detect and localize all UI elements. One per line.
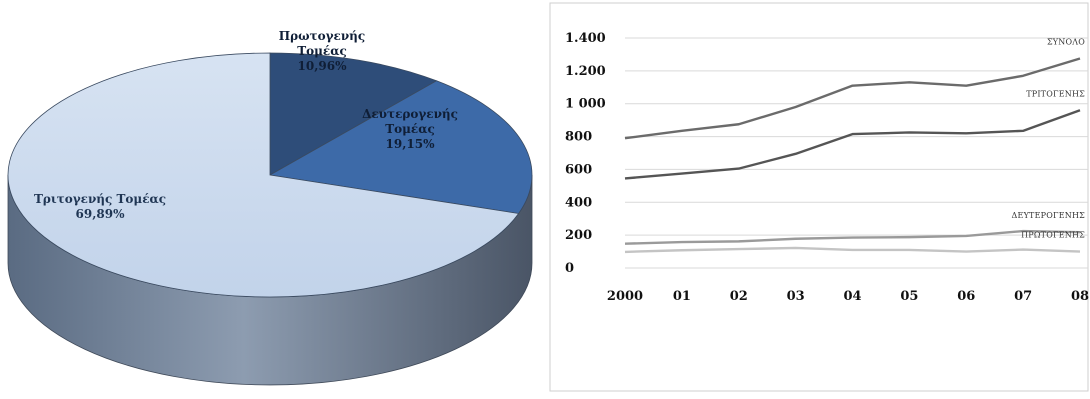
x-tick-label: 01 xyxy=(673,289,691,304)
pie-slice-1 xyxy=(269,52,438,176)
series-label-1: ΣΥΝΟΛΟ xyxy=(1047,38,1085,47)
y-tick-label: 800 xyxy=(565,130,592,145)
x-tick-label: 04 xyxy=(843,289,861,304)
pie-label-1-line-1: Πρωτογενής xyxy=(279,29,365,43)
line-chart: 0 200 400 600 800 1 000 1.200 1.400 2000 01 02 03 0… xyxy=(549,2,1089,392)
pie-label-3-line-1: Τριτογενής Τομέας xyxy=(34,192,166,206)
x-tick-label: 03 xyxy=(787,289,805,304)
y-tick-label: 400 xyxy=(565,195,592,210)
y-tick-label: 1.200 xyxy=(565,64,606,79)
line-chart-panel: 0 200 400 600 800 1 000 1.200 1.400 2000 01 02 03 0… xyxy=(545,0,1090,395)
x-tick-label: 2000 xyxy=(607,289,643,304)
pie-label-2-line-3: 19,15% xyxy=(386,137,436,151)
series-label-4: ΠΡΩΤΟΓΕΝΗΣ xyxy=(1021,231,1085,240)
y-tick-label: 200 xyxy=(565,228,592,243)
pie-label-1-line-3: 10,96% xyxy=(298,59,348,73)
series-line-3 xyxy=(624,229,1081,245)
pie-chart: ΠρωτογενήςΤομέας10,96%ΔευτερογενήςΤομέας… xyxy=(7,29,533,386)
series-line-4 xyxy=(624,246,1081,254)
x-tick-label: 05 xyxy=(900,289,918,304)
pie-slice-2 xyxy=(268,80,533,214)
series-line-2 xyxy=(624,109,1081,180)
pie-chart-panel: Πρωτογενής Τομέας 10,96% Δευτερογενής Τομέας… xyxy=(0,0,545,395)
x-tick-label: 07 xyxy=(1014,289,1032,304)
pie-label-3-line-2: 69,89% xyxy=(76,207,126,221)
y-tick-label: 600 xyxy=(565,162,592,177)
pie-label-2-line-1: Δευτερογενής xyxy=(362,107,458,121)
y-tick-label: 0 xyxy=(565,261,574,276)
y-tick-label: 1 000 xyxy=(565,97,606,112)
x-tick-label: 08 xyxy=(1071,289,1089,304)
series-label-3: ΔΕΥΤΕΡΟΓΕΝΗΣ xyxy=(1012,211,1086,220)
y-tick-label: 1.400 xyxy=(565,31,606,46)
pie-slice-3 xyxy=(7,52,520,298)
series-label-2: ΤΡΙΤΟΓΕΝΗΣ xyxy=(1026,89,1085,98)
series-line-1 xyxy=(624,57,1081,140)
pie-label-2-line-2: Τομέας xyxy=(385,122,435,136)
pie-label-1-line-2: Τομέας xyxy=(297,44,347,58)
x-tick-label: 06 xyxy=(957,289,975,304)
x-tick-label: 02 xyxy=(730,289,748,304)
